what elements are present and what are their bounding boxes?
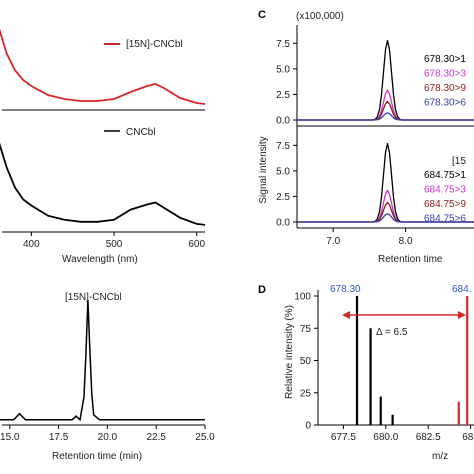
panel-c-y-tick-label: 0.0 [276, 116, 290, 127]
panel-c-bottom-legend-item: 684.75>9 [424, 199, 466, 210]
panel-d-y-axis-label: Relative intensity (%) [284, 305, 295, 399]
panel-c-x-axis-label: Retention time [378, 254, 443, 265]
panel-d-delta-arrow-left-head [342, 311, 350, 319]
panel-b-chromatogram: [15N]-CNCbl 15.0 17.5 20.0 22.5 25.0 Retenti… [0, 292, 215, 462]
panel-d-y-tick-label: 75 [300, 324, 312, 335]
panel-d-left-peak-label: 678.30 [330, 284, 361, 295]
panel-b-x-tick-label: 20.0 [98, 432, 118, 443]
panel-d-x-tick-label: 677.5 [331, 432, 356, 443]
panel-d-letter: D [258, 284, 266, 296]
panel-b-x-tick-label: 25.0 [195, 432, 215, 443]
panel-d-x-tick-label: 682.5 [416, 432, 441, 443]
panel-c-y-tick-label: 0.0 [276, 218, 290, 229]
panel-c-bottom-trace-3 [297, 213, 474, 223]
panel-a-lower-spectrum-line [0, 142, 206, 226]
panel-a-x-tick-label: 600 [188, 239, 205, 250]
panel-c-x-tick-label: 7.0 [326, 236, 340, 247]
panel-c-bottom-legend-item: 684.75>3 [424, 185, 466, 196]
panel-c-x-tick-label: 8.0 [399, 236, 413, 247]
panel-c-scale-label: (x100,000) [296, 11, 344, 22]
panel-c-bottom-legend-item: 684.75>6 [424, 214, 466, 225]
panel-c-top-legend-item: 678.30>9 [424, 83, 466, 94]
panel-c-y-tick-label: 2.5 [276, 90, 290, 101]
panel-a-x-tick-label: 400 [23, 239, 40, 250]
panel-c-mrm-chromatograms: C (x100,000) Signal intensity 678.30>1 67… [258, 9, 474, 265]
panel-d-delta-arrow-right-head [458, 311, 466, 319]
panel-a-uv-spectra: [15N]-CNCbl CNCbl 400 500 600 Wavelength (… [0, 28, 206, 265]
panel-a-x-tick-label: 500 [106, 239, 123, 250]
panel-c-y-tick-label: 7.5 [276, 141, 290, 152]
panel-c-bottom-legend-item: 684.75>1 [424, 170, 466, 181]
panel-b-chromatogram-line [0, 299, 205, 422]
panel-d-y-tick-label: 0 [305, 421, 311, 432]
panel-c-y-tick-label: 5.0 [276, 166, 290, 177]
panel-d-right-peak-label: 684. [452, 284, 471, 295]
panel-c-y-tick-label: 2.5 [276, 192, 290, 203]
panel-c-top-legend-item: 678.30>6 [424, 98, 466, 109]
panel-d-y-tick-label: 50 [300, 356, 312, 367]
panel-d-x-axis-label: m/z [432, 451, 448, 462]
panel-a-upper-spectrum-line [0, 28, 206, 105]
panel-c-top-legend-item: 678.30>1 [424, 54, 466, 65]
panel-c-y-tick-label: 5.0 [276, 64, 290, 75]
panel-c-top-trace-3 [297, 112, 474, 121]
panel-b-x-tick-label: 17.5 [49, 432, 69, 443]
panel-b-peak-label: [15N]-CNCbl [65, 292, 122, 303]
panel-a-x-axis-label: Wavelength (nm) [62, 254, 138, 265]
panel-c-y-tick-label: 7.5 [276, 39, 290, 50]
panel-b-x-tick-label: 15.0 [0, 432, 20, 443]
panel-d-mass-spectrum: D Relative intensity (%) 0 25 50 75 100 677.5… [258, 284, 474, 462]
panel-c-bottom-trace-0 [297, 143, 474, 223]
panel-d-x-tick-label: 680.0 [373, 432, 398, 443]
panel-c-top-legend-item: 678.30>3 [424, 69, 466, 80]
panel-b-x-tick-label: 22.5 [146, 432, 166, 443]
panel-b-x-axis-label: Retention time (min) [52, 451, 142, 462]
panel-a-lower-legend-label: CNCbl [126, 127, 155, 138]
panel-d-x-tick-label: 685 [462, 432, 474, 443]
panel-c-letter: C [258, 9, 266, 21]
panel-d-y-tick-label: 100 [294, 292, 311, 303]
panel-d-y-tick-label: 25 [300, 388, 312, 399]
panel-c-bottom-label: [15 [452, 156, 466, 167]
panel-a-upper-legend-label: [15N]-CNCbl [126, 39, 183, 50]
panel-c-y-axis-label: Signal intensity [258, 136, 269, 203]
panel-d-delta-label: Δ = 6.5 [376, 327, 408, 338]
